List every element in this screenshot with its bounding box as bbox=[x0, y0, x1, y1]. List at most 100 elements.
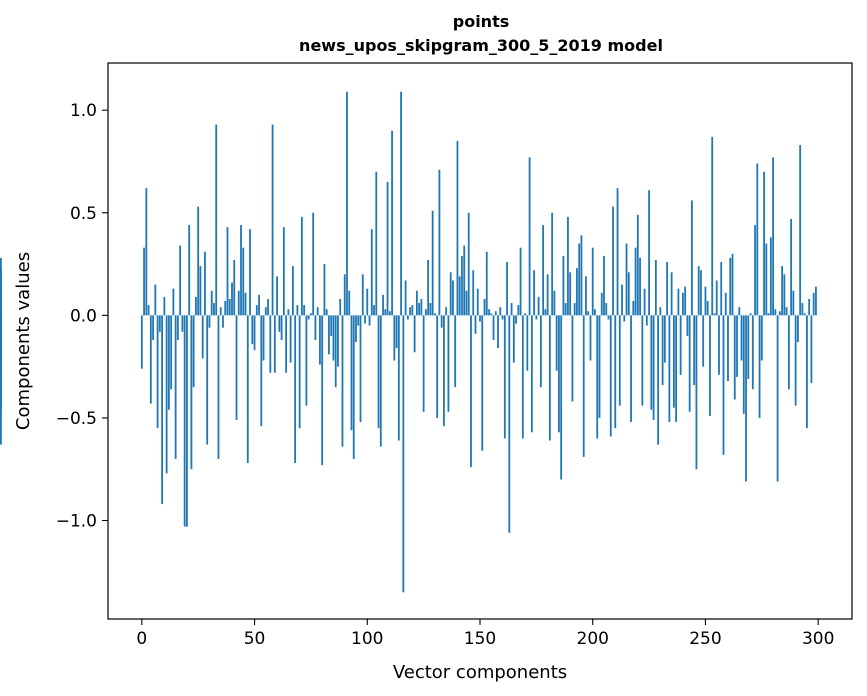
bar-262 bbox=[731, 253, 734, 316]
bar-10 bbox=[163, 296, 166, 316]
bar-216 bbox=[627, 272, 630, 316]
bar-278 bbox=[767, 313, 770, 316]
bar-276 bbox=[763, 171, 765, 316]
bar-283 bbox=[778, 311, 781, 316]
bar-203 bbox=[598, 315, 601, 418]
bar-70 bbox=[298, 315, 301, 429]
bar-284 bbox=[781, 266, 784, 316]
x-tick-label: 0 bbox=[136, 629, 147, 649]
bar-41 bbox=[233, 259, 236, 316]
bar-108 bbox=[384, 309, 387, 316]
bar-110 bbox=[388, 311, 391, 316]
bar-142 bbox=[461, 255, 463, 316]
bar-8 bbox=[158, 315, 161, 332]
bar-233 bbox=[666, 262, 669, 316]
bar-109 bbox=[386, 182, 389, 316]
bar-292 bbox=[799, 145, 802, 316]
bar-274 bbox=[758, 315, 761, 418]
bar-208 bbox=[609, 315, 612, 437]
bar-199 bbox=[589, 315, 592, 361]
bar-144 bbox=[465, 290, 468, 316]
x-tick-label: 250 bbox=[689, 629, 721, 649]
bar-275 bbox=[760, 315, 763, 361]
bar-238 bbox=[677, 288, 680, 316]
bar-223 bbox=[643, 288, 646, 316]
bar-183 bbox=[553, 290, 556, 316]
bar-29 bbox=[206, 315, 209, 445]
bar-39 bbox=[228, 298, 231, 316]
bar-167 bbox=[517, 305, 520, 316]
bar-180 bbox=[546, 274, 549, 316]
bar-280 bbox=[772, 157, 774, 316]
bar-298 bbox=[812, 292, 815, 316]
bar-99 bbox=[364, 315, 366, 324]
bar-251 bbox=[706, 300, 709, 316]
bar-81 bbox=[323, 264, 326, 316]
bar-118 bbox=[406, 315, 409, 320]
bar-307 bbox=[0, 286, 2, 316]
bar-121 bbox=[413, 315, 416, 353]
bar-43 bbox=[237, 290, 240, 316]
bar-30 bbox=[208, 315, 211, 328]
bar-248 bbox=[700, 270, 702, 316]
bar-91 bbox=[346, 91, 348, 316]
bar-162 bbox=[506, 262, 508, 316]
bar-94 bbox=[352, 315, 355, 459]
bar-33 bbox=[215, 124, 218, 316]
x-axis-label: Vector components bbox=[393, 662, 567, 683]
bar-58 bbox=[271, 124, 274, 316]
bar-25 bbox=[197, 206, 200, 316]
bar-269 bbox=[747, 315, 750, 379]
bar-236 bbox=[672, 315, 675, 408]
bar-198 bbox=[587, 311, 590, 316]
bar-185 bbox=[558, 315, 560, 433]
bar-19 bbox=[183, 315, 186, 527]
bar-138 bbox=[452, 280, 454, 316]
bar-143 bbox=[463, 245, 466, 316]
bar-50 bbox=[253, 315, 256, 351]
bar-207 bbox=[607, 315, 610, 320]
bar-156 bbox=[492, 315, 495, 340]
bar-104 bbox=[375, 171, 378, 316]
bar-66 bbox=[289, 315, 292, 363]
bar-85 bbox=[332, 315, 335, 361]
bar-47 bbox=[246, 315, 249, 464]
bar-247 bbox=[697, 266, 700, 316]
bar-201 bbox=[594, 309, 596, 316]
bar-178 bbox=[542, 225, 545, 316]
bar-139 bbox=[454, 315, 457, 388]
bar-237 bbox=[675, 315, 678, 423]
bar-64 bbox=[285, 315, 288, 373]
bar-116 bbox=[402, 315, 405, 593]
bar-266 bbox=[740, 315, 743, 361]
x-tick-label: 50 bbox=[244, 629, 266, 649]
bar-186 bbox=[560, 315, 563, 480]
bar-56 bbox=[267, 298, 269, 316]
bar-44 bbox=[240, 225, 242, 316]
bar-137 bbox=[449, 272, 452, 316]
bar-16 bbox=[176, 315, 179, 340]
bar-72 bbox=[303, 305, 306, 316]
bar-75 bbox=[310, 313, 312, 316]
bar-290 bbox=[794, 315, 797, 406]
bar-299 bbox=[815, 286, 817, 316]
bar-289 bbox=[792, 290, 795, 316]
y-tick-label: 1.0 bbox=[70, 101, 97, 121]
bar-263 bbox=[733, 315, 736, 400]
bar-228 bbox=[654, 259, 657, 316]
bar-71 bbox=[300, 216, 303, 316]
bar-136 bbox=[447, 315, 450, 412]
bar-246 bbox=[695, 315, 698, 470]
bar-270 bbox=[749, 313, 752, 316]
bar-271 bbox=[751, 315, 754, 390]
bar-179 bbox=[544, 309, 547, 316]
bar-18 bbox=[181, 315, 184, 332]
bar-73 bbox=[305, 315, 308, 406]
bar-134 bbox=[443, 315, 445, 427]
bar-217 bbox=[630, 315, 632, 423]
bar-145 bbox=[467, 212, 470, 316]
bar-230 bbox=[659, 307, 662, 316]
bar-84 bbox=[330, 315, 333, 336]
bar-220 bbox=[636, 214, 639, 316]
bar-257 bbox=[720, 262, 723, 316]
